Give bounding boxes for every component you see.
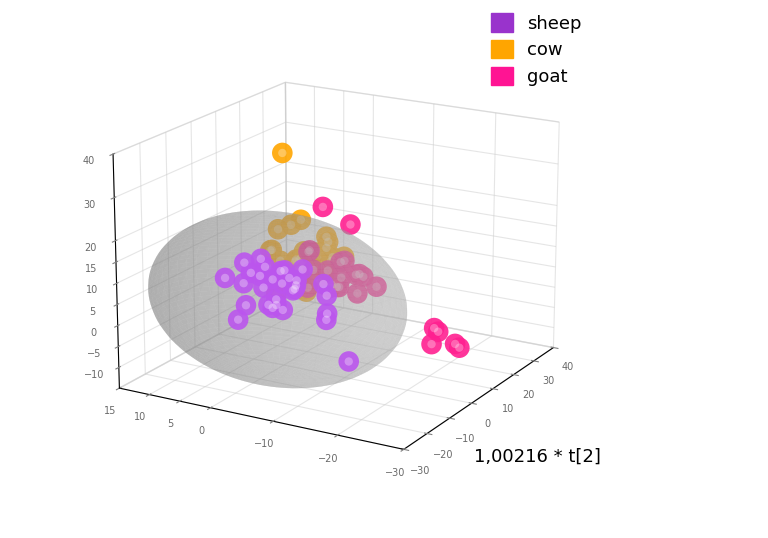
Text: 1,00216 * t[2]: 1,00216 * t[2] [474,448,601,466]
Legend: sheep, cow, goat: sheep, cow, goat [488,10,585,89]
